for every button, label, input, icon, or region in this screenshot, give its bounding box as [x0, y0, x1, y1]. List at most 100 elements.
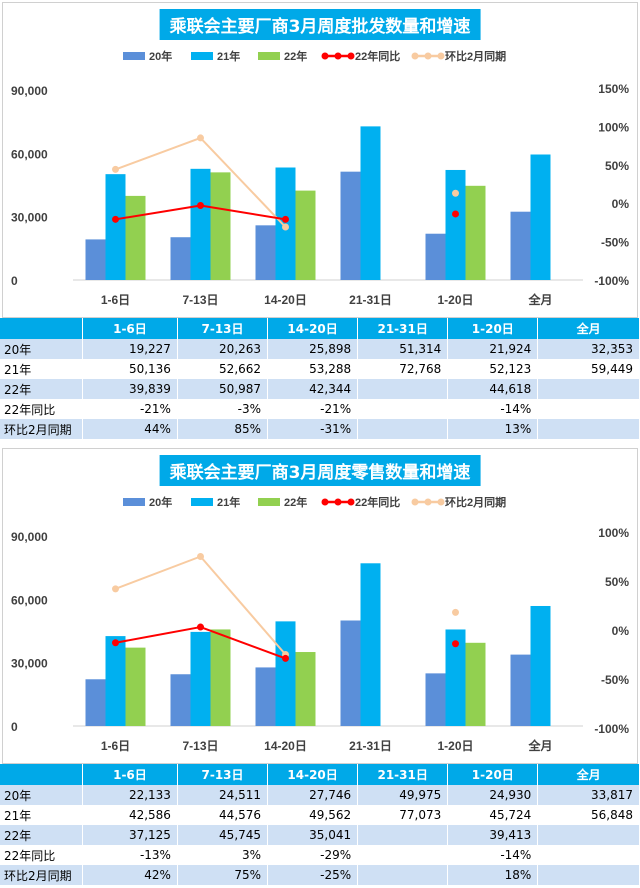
- table-cell: -21%: [82, 399, 178, 419]
- line-point-0-1: [197, 202, 204, 210]
- table-row-label: 20年: [0, 339, 83, 359]
- table-cell: [537, 825, 640, 845]
- y2-tick-label: -100%: [594, 274, 629, 288]
- bar-1-5: [530, 154, 551, 280]
- table-cell: 53,288: [267, 359, 359, 379]
- table-cell: 24,511: [177, 785, 269, 805]
- bar-2-4: [465, 642, 486, 726]
- table-header-cell: 全月: [537, 764, 640, 785]
- table-row-label: 21年: [0, 805, 83, 825]
- table-cell: -14%: [447, 399, 539, 419]
- bar-0-4: [425, 233, 446, 280]
- table-cell: 52,123: [447, 359, 539, 379]
- table-header-cell: 全月: [537, 318, 640, 339]
- table-cell: [537, 399, 640, 419]
- line-point-0-2: [282, 654, 289, 662]
- table-header-cell: 21-31日: [357, 318, 449, 339]
- bar-1-3: [360, 563, 381, 726]
- retail-chart: 20年 21年 22年 22年同比 环比2月同期 0 30,000 60,000 90,000 -…: [2, 448, 638, 764]
- y2-tick-label: 50%: [605, 575, 629, 589]
- table-cell: 50,136: [82, 359, 178, 379]
- table-cell: [357, 865, 449, 885]
- table-header-cell: 1-20日: [447, 764, 539, 785]
- table-cell: 77,073: [357, 805, 449, 825]
- table-cell: -14%: [447, 845, 539, 865]
- table-row-label: 22年: [0, 825, 83, 845]
- table-cell: 49,562: [267, 805, 359, 825]
- legend-label-line-0: 22年同比: [355, 495, 400, 509]
- table-row-label: 22年同比: [0, 845, 83, 865]
- table-cell: -21%: [267, 399, 359, 419]
- x-tick-label: 7-13日: [182, 293, 218, 307]
- bar-1-0: [105, 636, 126, 726]
- retail-chart-title: 乘联会主要厂商3月周度零售数量和增速: [159, 455, 481, 486]
- table-cell: 42,586: [82, 805, 178, 825]
- table-cell: 75%: [177, 865, 269, 885]
- table-cell: [537, 845, 640, 865]
- retail-chart-svg: 20年 21年 22年 22年同比 环比2月同期 0 30,000 60,000 90,000 -…: [11, 495, 629, 753]
- table-cell: -25%: [267, 865, 359, 885]
- chart-legend: 20年 21年 22年 22年同比 环比2月同期: [123, 49, 506, 63]
- bar-0-2: [255, 225, 276, 280]
- table-cell: [357, 399, 449, 419]
- bar-2-1: [210, 172, 231, 280]
- y-tick-label: 30,000: [11, 657, 48, 671]
- legend-marker-1-2: [437, 498, 445, 506]
- bar-2-1: [210, 629, 231, 726]
- table-cell: [537, 419, 640, 439]
- x-tick-label: 全月: [527, 292, 552, 307]
- line-point-0-3: [452, 210, 459, 218]
- y-tick-label: 60,000: [11, 593, 48, 607]
- y2-tick-label: 100%: [598, 526, 629, 540]
- legend-marker-0-1: [334, 52, 342, 60]
- table-header-cell: 7-13日: [177, 764, 269, 785]
- bar-0-3: [340, 171, 361, 280]
- table-header-cell: 14-20日: [267, 764, 359, 785]
- table-header-cell: 1-6日: [82, 318, 178, 339]
- table-cell: 56,848: [537, 805, 640, 825]
- table-row: 环比2月同期 44% 85% -31% 13%: [0, 419, 640, 439]
- line-point-1-3: [452, 189, 459, 197]
- table-cell: [537, 865, 640, 885]
- table-cell: 37,125: [82, 825, 178, 845]
- table-header-cell: 14-20日: [267, 318, 359, 339]
- table-row-label: 21年: [0, 359, 83, 379]
- bar-2-2: [295, 652, 316, 726]
- table-row-label: 22年同比: [0, 399, 83, 419]
- table-cell: 18%: [447, 865, 539, 885]
- table-cell: 85%: [177, 419, 269, 439]
- line-segment-0-0: [115, 204, 201, 221]
- bar-1-4: [445, 169, 466, 280]
- bar-2-0: [125, 647, 146, 726]
- bar-1-2: [275, 621, 296, 726]
- table-cell: [357, 419, 449, 439]
- y-tick-label: 0: [11, 720, 18, 734]
- line-point-1-0: [112, 585, 119, 593]
- bar-0-2: [255, 667, 276, 726]
- table-header-cell: [0, 764, 83, 785]
- table-cell: 45,724: [447, 805, 539, 825]
- x-tick-label: 14-20日: [264, 739, 307, 753]
- line-point-1-2: [282, 223, 289, 231]
- line-point-1-0: [112, 165, 119, 173]
- x-tick-label: 1-20日: [437, 739, 473, 753]
- table-row-label: 20年: [0, 785, 83, 805]
- bar-2-0: [125, 195, 146, 280]
- legend-swatch-1: [191, 52, 213, 60]
- table-row: 20年 19,227 20,263 25,898 51,314 21,924 32,353: [0, 339, 640, 359]
- table-cell: 3%: [177, 845, 269, 865]
- bar-1-3: [360, 126, 381, 281]
- y2-tick-label: 100%: [598, 120, 629, 134]
- table-cell: 13%: [447, 419, 539, 439]
- table-cell: 72,768: [357, 359, 449, 379]
- table-cell: 52,662: [177, 359, 269, 379]
- legend-label-line-1: 环比2月同期: [445, 49, 506, 63]
- legend-marker-0-1: [334, 498, 342, 506]
- x-tick-label: 1-20日: [437, 293, 473, 307]
- legend-swatch-0: [123, 498, 145, 506]
- line-point-1-1: [197, 134, 204, 142]
- table-cell: 21,924: [447, 339, 539, 359]
- y2-tick-label: 0%: [612, 197, 630, 211]
- line-segment-0-0: [115, 626, 201, 644]
- table-row: 22年同比 -13% 3% -29% -14%: [0, 845, 640, 865]
